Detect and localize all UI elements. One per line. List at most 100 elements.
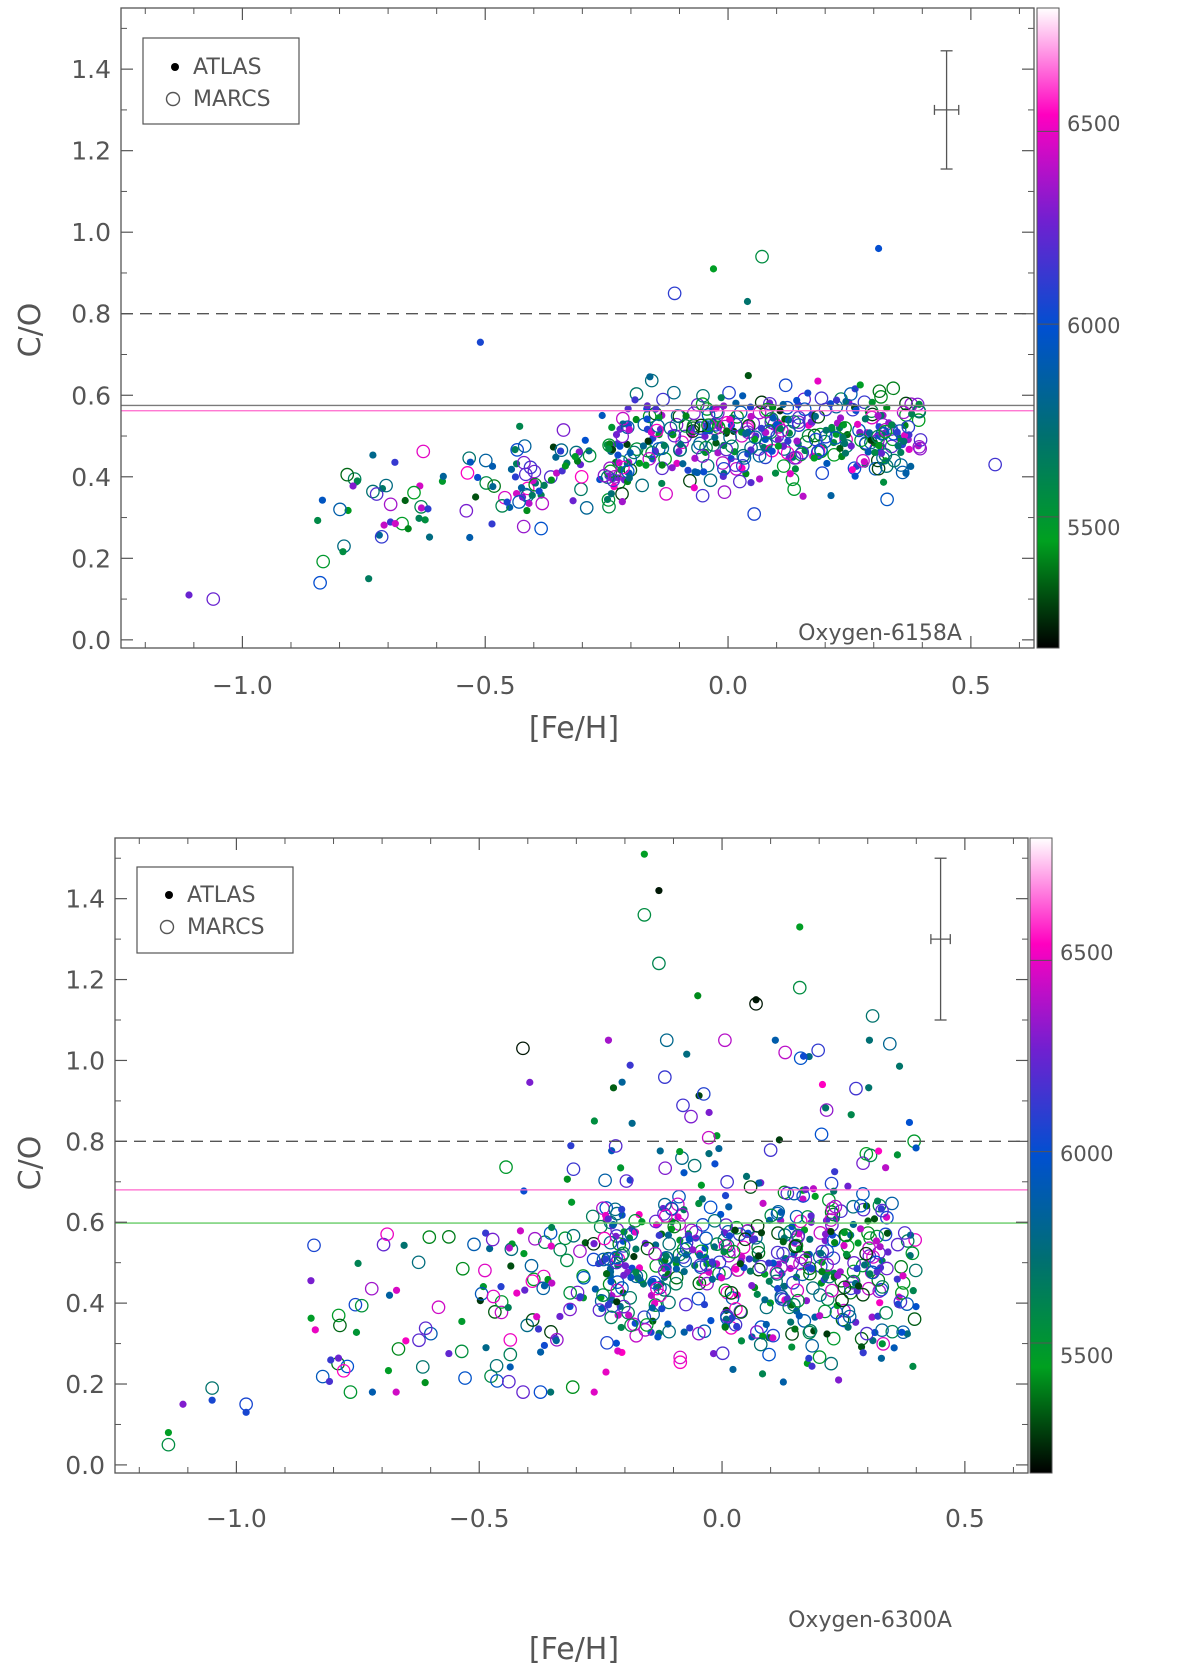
x-tick-label: 0.0: [708, 671, 748, 700]
data-point: [732, 474, 747, 489]
data-point: [547, 1242, 555, 1250]
data-point: [715, 1346, 730, 1361]
data-point: [742, 1172, 751, 1181]
data-point: [707, 1317, 715, 1325]
data-point: [857, 1343, 866, 1351]
data-point: [536, 1281, 551, 1296]
data-point: [617, 1323, 625, 1332]
data-point: [678, 1253, 693, 1268]
data-point: [632, 415, 640, 424]
data-point: [759, 437, 773, 451]
data-point: [600, 1335, 614, 1350]
data-point: [695, 1218, 710, 1232]
data-point: [307, 1238, 321, 1253]
data-point: [608, 1139, 623, 1153]
data-point: [454, 1344, 469, 1359]
data-point: [628, 1213, 643, 1228]
data-point: [503, 1347, 518, 1362]
data-point: [725, 1232, 734, 1240]
legend-label-marcs: MARCS: [187, 915, 265, 940]
data-point: [812, 1350, 827, 1364]
data-point: [401, 496, 409, 505]
data-point: [727, 454, 735, 463]
data-point: [540, 1282, 549, 1290]
data-point: [635, 478, 650, 493]
data-point: [697, 1181, 705, 1189]
data-point: [316, 554, 331, 569]
data-point: [752, 405, 767, 420]
data-point: [831, 1239, 839, 1247]
data-point: [778, 1045, 793, 1060]
data-point: [816, 1312, 824, 1320]
data-point: [598, 1304, 606, 1313]
data-point: [877, 449, 886, 457]
data-point: [510, 443, 525, 457]
data-point: [859, 1246, 873, 1261]
data-point: [637, 1310, 652, 1325]
data-point: [614, 1248, 629, 1263]
data-point: [333, 1318, 347, 1333]
data-point: [844, 1323, 852, 1331]
y-tick-label: 1.0: [71, 218, 111, 247]
data-point: [819, 1103, 834, 1117]
data-point: [879, 478, 888, 486]
data-point: [374, 529, 389, 544]
data-point: [779, 442, 788, 450]
data-point: [548, 1223, 556, 1232]
data-point: [796, 923, 804, 931]
data-point: [757, 424, 766, 432]
data-point: [375, 531, 383, 539]
data-point: [841, 449, 850, 457]
data-point: [607, 490, 615, 498]
data-point: [648, 1304, 656, 1312]
data-point: [771, 1036, 779, 1044]
data-point: [842, 397, 850, 406]
data-point: [825, 1201, 840, 1216]
data-point: [774, 1260, 788, 1275]
data-point: [873, 1268, 881, 1276]
data-point: [788, 1343, 796, 1351]
data-point: [707, 1213, 722, 1228]
data-point: [818, 402, 833, 417]
data-point: [679, 1235, 694, 1250]
data-point: [748, 1333, 756, 1341]
data-point: [696, 1087, 711, 1101]
data-point: [747, 479, 755, 487]
data-point: [876, 1299, 884, 1307]
data-point: [614, 1347, 622, 1355]
data-point: [768, 447, 776, 455]
data-point: [830, 1187, 838, 1195]
data-point: [836, 444, 844, 453]
data-point: [597, 468, 612, 483]
data-point: [488, 462, 497, 470]
data-point: [331, 1308, 346, 1323]
data-point: [866, 1270, 874, 1278]
data-point: [777, 1216, 785, 1225]
data-point: [762, 1320, 770, 1329]
legend-open-marker: [159, 919, 175, 935]
data-point: [625, 426, 633, 434]
data-point: [686, 421, 701, 436]
data-point: [663, 421, 678, 436]
data-point: [817, 1249, 825, 1257]
data-point: [667, 286, 682, 301]
data-point: [795, 445, 810, 460]
data-point: [364, 1281, 379, 1296]
data-point: [400, 1241, 408, 1249]
data-point: [701, 1130, 716, 1145]
data-point: [518, 467, 533, 482]
data-point: [526, 1272, 541, 1287]
data-point: [893, 1151, 902, 1159]
data-point: [754, 1259, 768, 1274]
data-point: [844, 1182, 852, 1190]
data-point: [486, 1289, 501, 1304]
data-point: [701, 418, 715, 433]
data-point: [792, 410, 806, 425]
colorbar-label-6500: 6500: [1060, 941, 1113, 965]
data-point: [597, 1231, 612, 1246]
data-point: [864, 448, 872, 456]
data-point: [720, 1248, 728, 1256]
data-point: [744, 371, 752, 380]
data-point: [354, 1298, 369, 1313]
data-point: [604, 1301, 613, 1309]
